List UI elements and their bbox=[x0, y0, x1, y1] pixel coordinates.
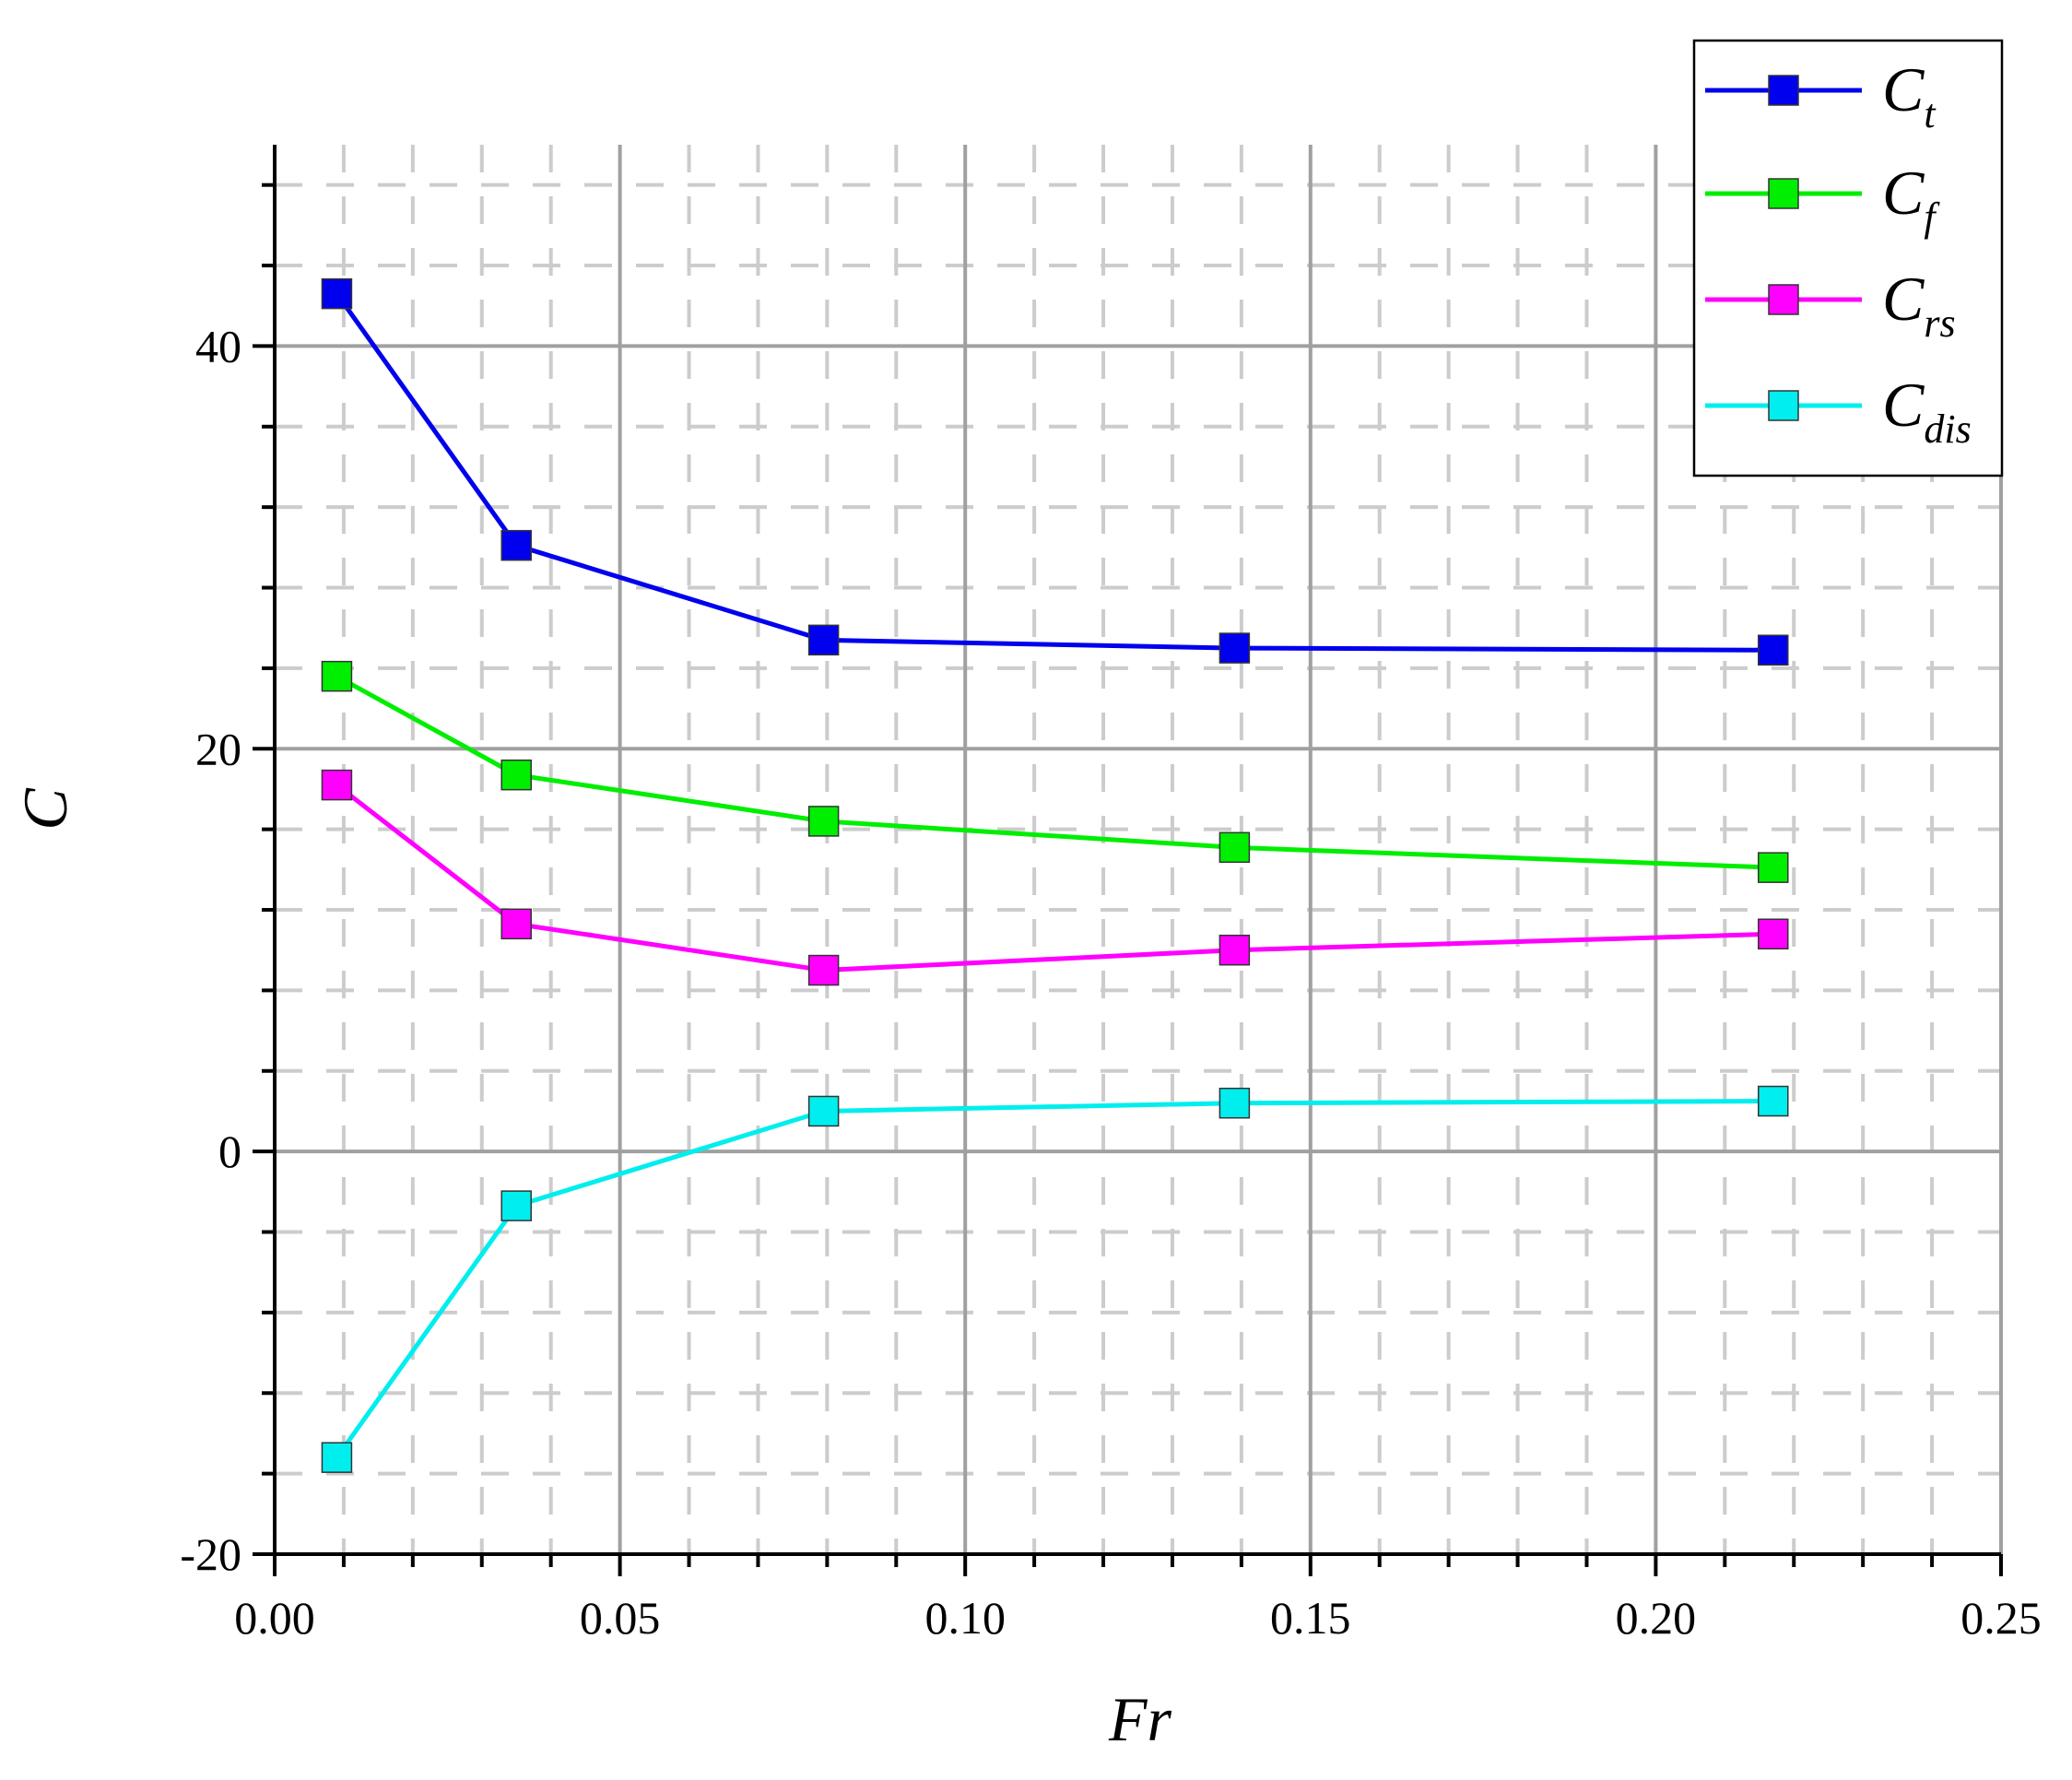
data-point-Ct bbox=[1218, 632, 1251, 664]
series-Cdis bbox=[321, 1085, 1789, 1473]
data-point-Ct bbox=[500, 529, 532, 561]
y-axis-title: C bbox=[10, 788, 80, 831]
data-point-Cdis bbox=[1218, 1087, 1251, 1119]
data-point-Crs bbox=[500, 908, 532, 940]
x-tick-label: 0.10 bbox=[924, 1592, 1006, 1644]
data-point-Ct bbox=[1758, 634, 1789, 666]
series-Crs bbox=[321, 769, 1789, 986]
data-point-Cdis bbox=[500, 1190, 532, 1221]
data-point-Cf bbox=[1758, 852, 1789, 883]
legend-label-subscript: dis bbox=[1924, 407, 1971, 452]
x-tick-label: 0.15 bbox=[1270, 1592, 1351, 1644]
axis-ticks bbox=[253, 183, 2003, 1576]
data-point-Crs bbox=[807, 954, 840, 986]
x-tick-label: 0.20 bbox=[1616, 1592, 1697, 1644]
data-point-Cf bbox=[1218, 831, 1251, 864]
data-point-Cf bbox=[321, 660, 353, 692]
series-layer bbox=[321, 277, 1789, 1473]
data-point-Cdis bbox=[1758, 1085, 1789, 1117]
tick-labels: 0.00 0.05 0.10 0.15 0.20 0.25 -20 0 20 40 bbox=[180, 320, 2041, 1644]
legend-label-subscript: rs bbox=[1924, 301, 1955, 346]
series-Cf bbox=[321, 660, 1789, 883]
legend-label-subscript: t bbox=[1924, 91, 1937, 136]
x-axis-title: Fr bbox=[1108, 1684, 1172, 1754]
data-point-Cf bbox=[500, 759, 532, 791]
data-point-Cf bbox=[807, 806, 840, 837]
x-tick-label: 0.05 bbox=[580, 1592, 661, 1644]
legend-marker-Crs bbox=[1768, 284, 1799, 315]
data-point-Crs bbox=[1218, 934, 1251, 966]
legend-marker-Cdis bbox=[1768, 390, 1799, 421]
y-tick-label: 40 bbox=[195, 320, 241, 371]
data-point-Cdis bbox=[807, 1095, 840, 1127]
data-point-Ct bbox=[321, 277, 353, 310]
data-point-Cdis bbox=[321, 1442, 353, 1473]
x-tick-label: 0.00 bbox=[234, 1592, 315, 1644]
legend-marker-Ct bbox=[1768, 75, 1799, 106]
y-tick-label: -20 bbox=[180, 1528, 241, 1580]
legend-box bbox=[1692, 39, 2004, 477]
legend-marker-Cf bbox=[1768, 178, 1799, 209]
data-point-Crs bbox=[321, 769, 353, 801]
y-tick-label: 20 bbox=[195, 723, 241, 774]
data-point-Crs bbox=[1758, 918, 1789, 949]
axes bbox=[273, 145, 2001, 1556]
y-tick-label: 0 bbox=[218, 1126, 241, 1177]
x-tick-label: 0.25 bbox=[1960, 1592, 2042, 1644]
series-Ct bbox=[321, 277, 1789, 666]
data-point-Ct bbox=[807, 624, 840, 656]
